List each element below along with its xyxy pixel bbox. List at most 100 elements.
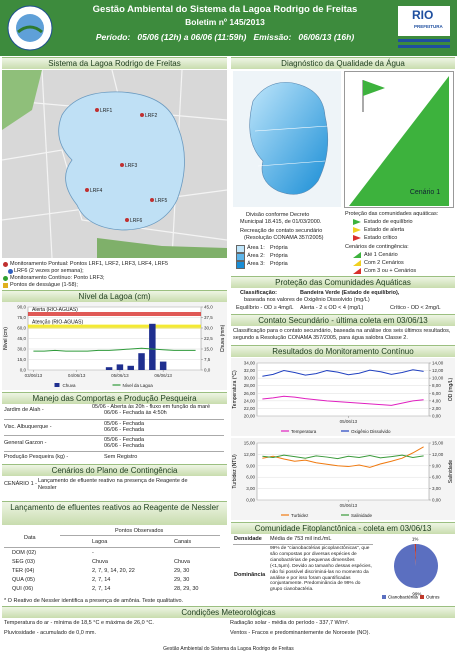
bar [159, 361, 167, 370]
y-tick-label: 15,00 [244, 441, 256, 446]
y-tick-label: 90,0 [17, 305, 26, 310]
y-tick-label: 60,0 [17, 326, 26, 331]
row-rule [4, 547, 220, 548]
section-heading: Resultados do Monitoramento Contínuo [231, 345, 455, 357]
legend-label: Nível da Lagoa [123, 383, 154, 388]
emission: 06/06/13 (16h) [298, 32, 355, 42]
gate-status: 06/06 - Fechada às 4:50h [104, 410, 167, 416]
scenario-label: CENÁRIO 1 - [4, 481, 38, 487]
table-header: Data [24, 535, 36, 541]
y-tick-label: 9,00 [246, 463, 255, 468]
legend-label: Cianobactérias [388, 595, 419, 600]
gate-place: Jardim de Alah - [4, 407, 44, 413]
y-axis-title: Temperatura (°C) [232, 370, 238, 409]
area-value: Própria [270, 245, 288, 251]
legend-item: Pontos de desságue (1-58); [10, 282, 78, 288]
area-label: Área 3: [247, 261, 265, 267]
y2-tick-label: 0,0 [204, 368, 211, 373]
bar [116, 364, 124, 370]
area-swatch [236, 261, 245, 269]
section-heading: Comunidade Fitoplanctônica - coleta em 0… [231, 522, 455, 534]
y2-tick-label: 12,00 [432, 452, 444, 457]
series-line [262, 395, 424, 406]
x-tick-label: 06/06/13 [154, 373, 172, 378]
row-rule [4, 451, 224, 452]
pie-label: 1% [412, 537, 419, 542]
area-value: Própria [270, 261, 288, 267]
gate-status: 06/06 - Fechada [104, 443, 145, 449]
y2-tick-label: 15,00 [432, 441, 444, 446]
legend-marker [8, 269, 13, 274]
y-axis-title: Nível (cm) [3, 327, 9, 350]
bar [149, 323, 156, 370]
legend-label: Oxigênio Dissolvido [351, 429, 391, 434]
section-heading: Proteção das Comunidades Aquáticas [231, 276, 455, 288]
city-logo [398, 6, 450, 36]
scenario-text: Lançamento de efluente reativo na presen… [38, 478, 188, 491]
y-tick-label: 24,00 [244, 398, 256, 403]
section-heading: Lançamento de efluentes reativos ao Reag… [2, 501, 227, 525]
monitoring-point [125, 218, 129, 222]
monitoring-point [140, 113, 144, 117]
y2-tick-label: 22,5 [204, 336, 213, 341]
diag-text: Estado de alerta [364, 227, 405, 233]
gate-status: 05/06 - Fechada [104, 437, 145, 443]
gate-status: 06/06 - Fechada [104, 427, 145, 433]
class-basis: baseada nos valores de Oxigênio Dissolvi… [244, 297, 370, 303]
series-line [262, 446, 424, 468]
y2-tick-label: 10,00 [432, 376, 444, 381]
density-label: Densidade [234, 536, 262, 542]
y-tick-label: 0,0 [20, 368, 27, 373]
y-tick-label: 20,00 [244, 414, 256, 419]
y2-tick-label: 7,5 [204, 357, 211, 362]
weather-item: Temperatura do ar - mínima de 18,5 °C e … [4, 620, 154, 626]
diag-text: Até 1 Cenário [364, 252, 398, 258]
gate-place: Produção Pesqueira (kg) - [4, 454, 69, 460]
y2-tick-label: 3,00 [432, 486, 441, 491]
y-tick-label: 75,0 [17, 315, 26, 320]
y-tick-label: 45,0 [17, 336, 26, 341]
diag-text: Com 2 Cenários [364, 260, 404, 266]
x-tick-label: 05/06/13 [340, 503, 358, 508]
footer: Gestão Ambiental do Sistema da Lagoa Rod… [163, 646, 294, 652]
gate-status: 05/06 - Aberta às 20h - fluxo em função … [92, 404, 211, 410]
row-rule [4, 419, 224, 420]
flag-label: Cenário 1 [410, 189, 440, 196]
legend-label: Outros [426, 595, 440, 600]
diag-text: Proteção das comunidades aquáticas: [345, 211, 439, 217]
table-cell: 29, 30 [174, 568, 190, 574]
table-cell: QUI (06) [12, 586, 34, 592]
class-value: Bandeira Verde (Estado de equilíbrio), [300, 290, 400, 296]
flag-panel: Cenário 1 [344, 71, 454, 208]
y-tick-label: 0,00 [246, 498, 255, 503]
series-line [262, 369, 424, 377]
bar [127, 365, 134, 370]
gate-status: 05/06 - Fechada [104, 421, 145, 427]
secondary-text: Classificação para o contato secundário,… [233, 328, 451, 341]
y2-axis-title: Chuva (mm) [220, 324, 226, 352]
diag-text: Municipal 18.415, de 01/03/2000. [240, 219, 322, 225]
density-value: Média de 753 mil ind./mL [270, 536, 332, 542]
area-value: Própria [270, 253, 288, 259]
y2-tick-label: 4,00 [432, 398, 441, 403]
od-level: Crítico - OD < 2mg/L [390, 305, 441, 311]
area-label: Área 1: [247, 245, 265, 251]
level-chart: Alerta (RIO-AGUAS) Atenção (RIO-AGUAS) 0,0… [2, 302, 227, 390]
logo-bar [398, 39, 450, 42]
y2-tick-label: 30,0 [204, 326, 213, 331]
diag-text: (Resolução CONAMA 357/2005) [244, 235, 324, 241]
y2-tick-label: 14,00 [432, 361, 444, 366]
table-cell: 28, 29, 30 [174, 586, 199, 592]
legend-swatch [382, 595, 386, 599]
legend-marker [3, 262, 8, 267]
weather-item: Radiação solar - média do período - 337,… [230, 620, 350, 626]
y-tick-label: 6,00 [246, 475, 255, 480]
table-cell: - [92, 550, 94, 556]
point-label: LRF1 [100, 108, 112, 114]
y2-tick-label: 45,0 [204, 305, 213, 310]
y-tick-label: 30,00 [244, 376, 256, 381]
phyto-pie: 99%Cianobactérias 1% Outros [382, 537, 440, 600]
legend-item: Monitoramento Pontual: Pontos LRF1, LRF2… [10, 261, 169, 267]
diag-text: Com 3 ou + Cenários [364, 268, 417, 274]
diag-text: Cenários de contingência: [345, 244, 409, 250]
